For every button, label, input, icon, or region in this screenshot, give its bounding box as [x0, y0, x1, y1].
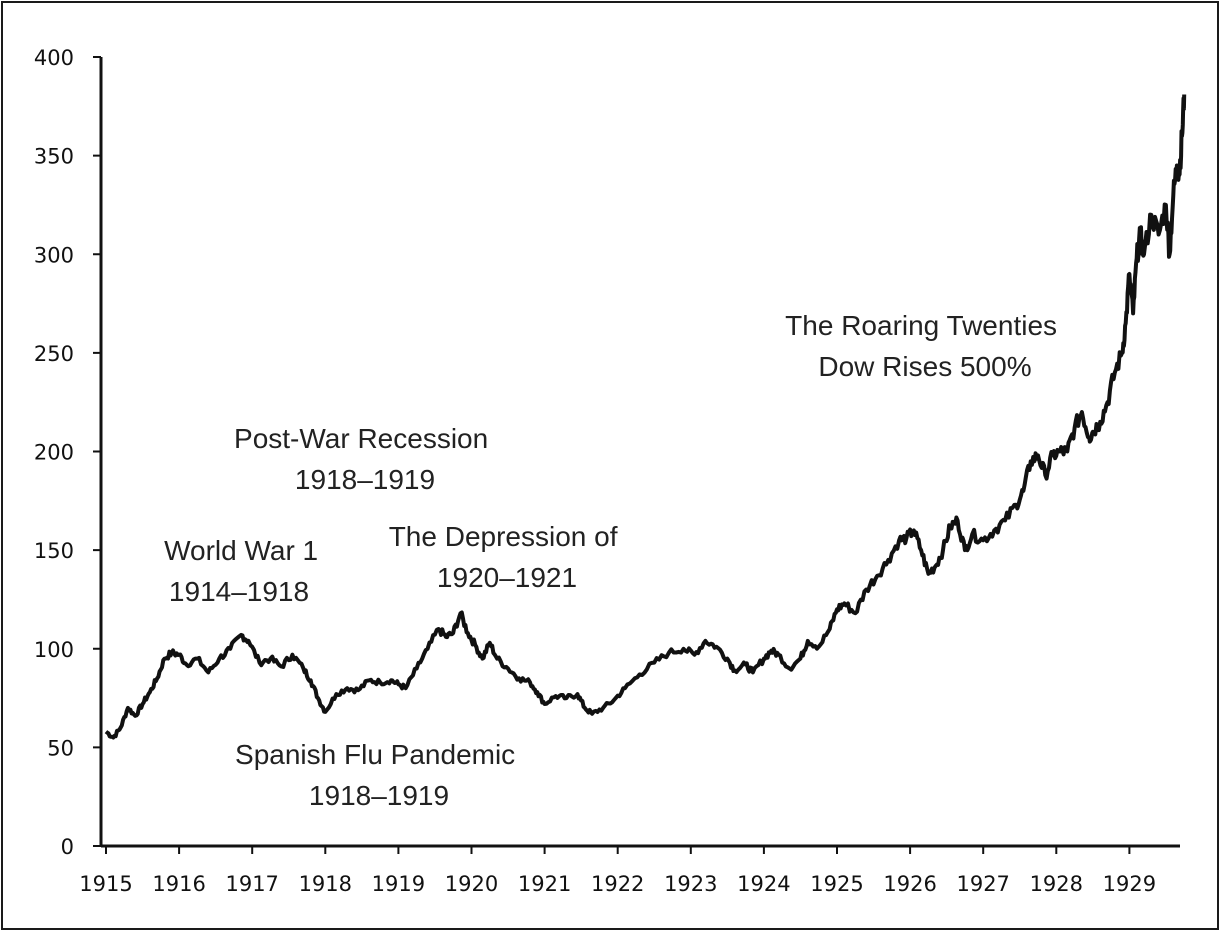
x-tick-label: 1922	[591, 872, 644, 896]
y-tick-label: 50	[47, 736, 74, 760]
x-tick-label: 1925	[810, 872, 863, 896]
y-tick-label: 350	[34, 145, 74, 169]
x-tick-label: 1921	[518, 872, 571, 896]
x-tick-label: 1917	[225, 872, 278, 896]
annotation-postwar-line1: Post-War Recession	[234, 423, 488, 454]
series-line	[104, 94, 1187, 740]
x-tick-label: 1923	[664, 872, 717, 896]
x-tick-label: 1919	[372, 872, 425, 896]
y-tick-label: 250	[34, 342, 74, 366]
annotations: World War 1 1914–1918 Post-War Recession…	[164, 310, 1065, 811]
x-ticks: 1915 1916 1917 1918 1919 1920 1921 1922 1923 1924…	[79, 846, 1156, 896]
y-tick-label: 150	[34, 539, 74, 563]
y-tick-label: 300	[34, 243, 74, 267]
y-tick-label: 100	[34, 638, 74, 662]
annotation-roaring-line2: Dow Rises 500%	[818, 351, 1031, 382]
x-tick-label: 1915	[79, 872, 132, 896]
annotation-roaring-line1: The Roaring Twenties	[785, 310, 1057, 341]
annotation-ww1: World War 1 1914–1918	[164, 535, 326, 607]
y-tick-label: 200	[34, 441, 74, 465]
x-tick-label: 1927	[956, 872, 1009, 896]
annotation-depression-line2: 1920–1921	[437, 562, 577, 593]
x-tick-label: 1926	[883, 872, 936, 896]
x-tick-label: 1924	[737, 872, 790, 896]
x-tick-label: 1928	[1030, 872, 1083, 896]
annotation-depression: The Depression of 1920–1921	[389, 521, 626, 593]
y-ticks: 0 50 100 150 200 250 300 350 400	[34, 46, 101, 859]
x-tick-label: 1920	[445, 872, 498, 896]
x-tick-label: 1916	[152, 872, 205, 896]
annotation-depression-line1: The Depression of	[389, 521, 618, 552]
x-tick-label: 1918	[299, 872, 352, 896]
annotation-ww1-line1: World War 1	[164, 535, 318, 566]
x-tick-label: 1929	[1103, 872, 1156, 896]
annotation-flu-line2: 1918–1919	[309, 780, 449, 811]
annotation-ww1-line2: 1914–1918	[169, 576, 309, 607]
y-tick-label: 0	[61, 835, 74, 859]
annotation-flu: Spanish Flu Pandemic 1918–1919	[235, 739, 523, 811]
y-tick-label: 400	[34, 46, 74, 70]
annotation-roaring: The Roaring Twenties Dow Rises 500%	[785, 310, 1065, 382]
annotation-postwar: Post-War Recession 1918–1919	[234, 423, 496, 495]
annotation-flu-line1: Spanish Flu Pandemic	[235, 739, 515, 770]
annotation-postwar-line2: 1918–1919	[295, 464, 435, 495]
